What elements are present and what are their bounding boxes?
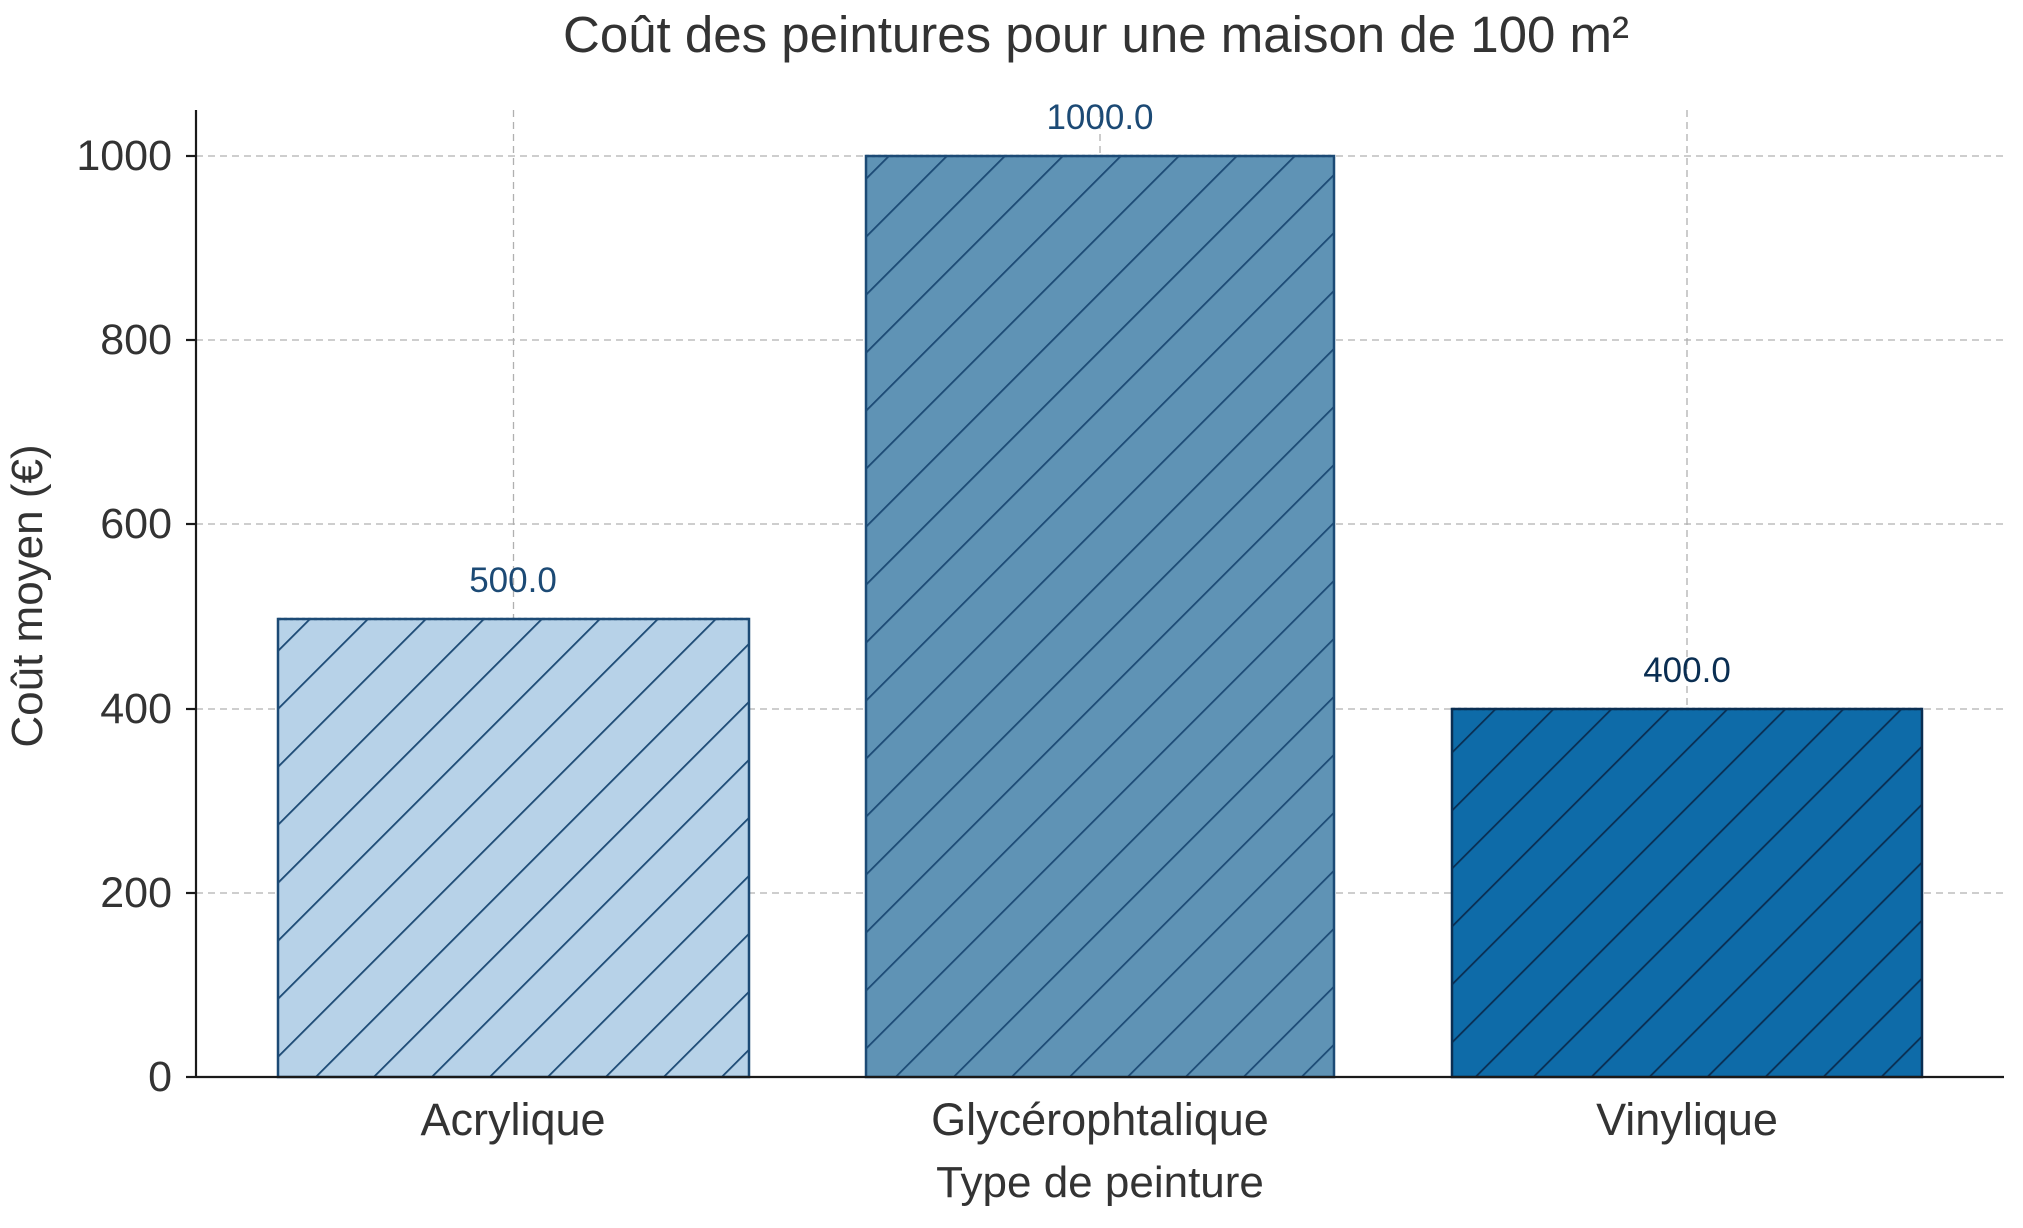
svg-text:Vinylique: Vinylique	[1596, 1094, 1778, 1145]
svg-text:800: 800	[100, 316, 172, 364]
svg-text:400.0: 400.0	[1643, 651, 1731, 690]
svg-text:0: 0	[148, 1053, 172, 1101]
svg-text:1000.0: 1000.0	[1046, 98, 1153, 137]
svg-text:Coût des peintures pour une ma: Coût des peintures pour une maison de 10…	[563, 6, 1629, 63]
svg-text:600: 600	[100, 500, 172, 548]
svg-text:1000: 1000	[76, 132, 172, 180]
svg-text:Acrylique: Acrylique	[420, 1094, 605, 1145]
svg-text:400: 400	[100, 685, 172, 733]
svg-text:500.0: 500.0	[469, 561, 557, 600]
svg-text:Glycérophtalique: Glycérophtalique	[931, 1094, 1269, 1145]
svg-text:200: 200	[100, 869, 172, 917]
svg-text:Coût moyen (€): Coût moyen (€)	[3, 444, 52, 747]
svg-text:Type de peinture: Type de peinture	[936, 1158, 1264, 1207]
